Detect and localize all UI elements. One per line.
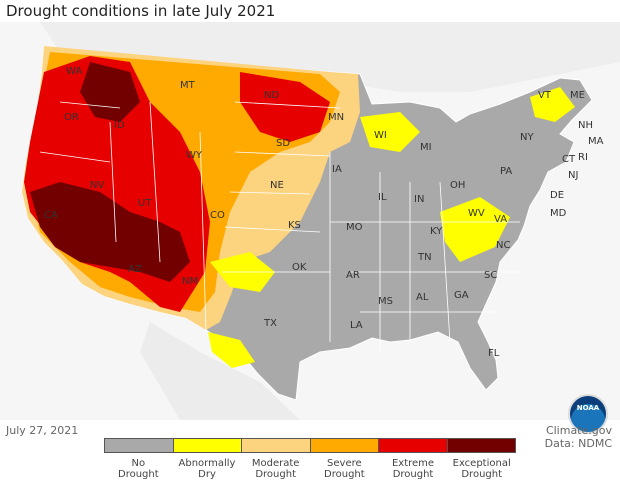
legend-swatch-no-drought [105, 439, 174, 452]
state-label-nh: NH [578, 120, 593, 131]
state-label-mi: MI [420, 142, 432, 153]
state-label-ct: CT [562, 154, 576, 165]
drought-map: WA OR ID MT ND MN WI MI NV CA UT WY SD N… [0, 22, 620, 434]
map-credit: Climate.gov Data: NDMC [545, 424, 612, 450]
credit-site: Climate.gov [545, 424, 612, 437]
state-label-ma: MA [588, 136, 604, 147]
legend-label-extreme: Extreme Drought [391, 458, 435, 480]
state-label-il: IL [378, 192, 387, 203]
state-labels: WA OR ID MT ND MN WI MI NV CA UT WY SD N… [44, 66, 604, 359]
legend-label-no-drought: No Drought [118, 458, 159, 480]
state-label-nj: NJ [568, 170, 578, 181]
state-label-oh: OH [450, 180, 465, 191]
state-label-ms: MS [378, 296, 393, 307]
state-label-in: IN [414, 194, 424, 205]
legend-label-exceptional: Exceptional Drought [452, 458, 511, 480]
state-label-nm: NM [182, 276, 198, 287]
state-label-sc: SC [484, 270, 497, 281]
state-label-ca: CA [44, 210, 58, 221]
state-label-wa: WA [66, 66, 82, 77]
state-label-mo: MO [346, 222, 363, 233]
map-date: July 27, 2021 [6, 424, 79, 437]
drought-legend: No Drought Abnormally Dry Moderate Drought … [104, 438, 516, 480]
state-label-mt: MT [180, 80, 196, 91]
state-label-or: OR [64, 112, 79, 123]
state-label-ok: OK [292, 262, 307, 273]
state-label-tx: TX [263, 318, 277, 329]
state-label-az: AZ [128, 264, 142, 275]
state-label-nd: ND [264, 90, 279, 101]
noaa-logo: NOAA [568, 394, 608, 434]
state-label-mn: MN [328, 112, 344, 123]
state-label-co: CO [210, 210, 225, 221]
state-label-md: MD [550, 208, 567, 219]
state-label-wi: WI [374, 130, 387, 141]
state-label-la: LA [350, 320, 363, 331]
state-label-al: AL [416, 292, 429, 303]
state-label-ut: UT [138, 198, 152, 209]
credit-data-source: Data: NDMC [544, 437, 612, 450]
state-label-ri: RI [578, 152, 588, 163]
state-label-ne: NE [270, 180, 284, 191]
state-label-ar: AR [346, 270, 360, 281]
state-label-ga: GA [454, 290, 469, 301]
legend-swatch-extreme [379, 439, 448, 452]
legend-labels: No Drought Abnormally Dry Moderate Drought … [104, 458, 516, 480]
state-label-id: ID [114, 120, 125, 131]
legend-label-severe: Severe Drought [324, 458, 365, 480]
state-label-ky: KY [430, 226, 443, 237]
state-label-wv: WV [468, 208, 485, 219]
legend-swatch-abnormally-dry [173, 439, 242, 452]
state-label-vt: VT [538, 90, 552, 101]
map-title: Drought conditions in late July 2021 [6, 2, 276, 20]
state-label-nc: NC [496, 240, 510, 251]
state-label-nv: NV [90, 180, 104, 191]
legend-label-moderate: Moderate Drought [251, 458, 300, 480]
legend-swatch-exceptional [447, 439, 515, 452]
us-map-svg: WA OR ID MT ND MN WI MI NV CA UT WY SD N… [0, 22, 620, 420]
state-label-tn: TN [417, 252, 432, 263]
legend-color-bar [104, 438, 516, 453]
state-label-ks: KS [288, 220, 301, 231]
state-label-pa: PA [500, 166, 512, 177]
legend-swatch-moderate [242, 439, 311, 452]
state-label-sd: SD [276, 138, 290, 149]
state-label-ia: IA [332, 164, 342, 175]
state-label-de: DE [550, 190, 564, 201]
noaa-logo-text: NOAA [576, 404, 600, 412]
state-label-ny: NY [520, 132, 534, 143]
state-label-fl: FL [488, 348, 500, 359]
state-label-va: VA [494, 214, 507, 225]
legend-swatch-severe [310, 439, 379, 452]
state-label-me: ME [570, 90, 585, 101]
legend-label-abnormally-dry: Abnormally Dry [178, 458, 236, 480]
state-label-wy: WY [186, 150, 203, 161]
